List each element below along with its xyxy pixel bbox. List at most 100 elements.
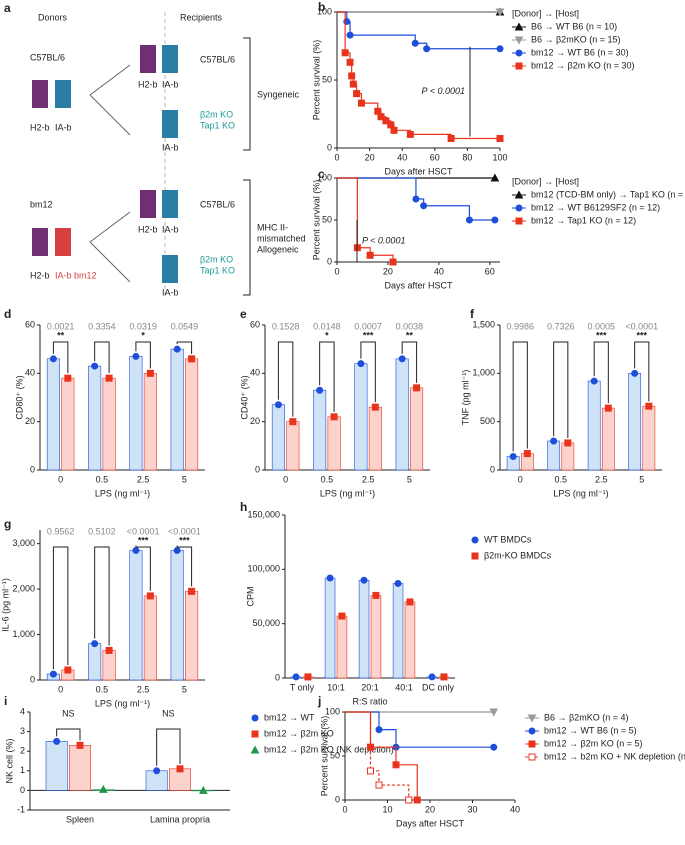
y-tick-label: 4 [20, 706, 25, 716]
marker [372, 591, 380, 599]
legend-title: [Donor] → [Host] [512, 8, 579, 18]
y-tick-label: 100 [317, 172, 332, 182]
bracket [176, 341, 193, 354]
bar [410, 387, 424, 471]
panel-label: h [240, 500, 247, 514]
p-value: 0.9562 [47, 526, 75, 536]
legend-label: bm12 → β2m KO [264, 728, 334, 738]
marker [366, 251, 374, 259]
bracket [56, 728, 81, 741]
marker [251, 730, 259, 738]
y-tick-label: 0 [20, 785, 25, 795]
bracket [593, 341, 609, 404]
chart-b: b 0 50 100 Percent survival (%) Days after HS… [311, 0, 634, 176]
bracket [512, 341, 528, 452]
survival-line [337, 177, 394, 262]
legend-label: bm12 (TCD-BM only) → Tap1 KO (n = 8) [531, 189, 685, 199]
bar [185, 358, 199, 471]
significance: * [325, 330, 329, 340]
y-axis-label: Percent survival (%) [319, 716, 329, 797]
x-tick-label: 100 [492, 152, 507, 162]
bar [129, 550, 143, 681]
bar [336, 615, 348, 679]
receptor [140, 45, 156, 73]
marker [394, 579, 402, 587]
x-axis-label: LPS (ng ml⁻¹) [553, 488, 608, 498]
label: IA-b bm12 [55, 270, 97, 280]
chart-h: h 0 50,000 100,000 150,000 CPM R:S ratio T only… [240, 500, 552, 706]
y-axis-label: Percent survival (%) [311, 180, 321, 261]
label: C57BL/6 [200, 199, 235, 209]
bar [61, 377, 75, 471]
x-axis-label: R:S ratio [352, 696, 387, 706]
bracket [135, 545, 151, 591]
marker [198, 785, 208, 794]
panel-label: c [318, 167, 325, 181]
marker [471, 552, 479, 560]
label: H2-b [30, 122, 50, 132]
legend-label: bm12 → β2m KO (n = 30) [531, 60, 634, 70]
x-tick-label: 0 [283, 474, 288, 484]
bracket [135, 341, 151, 369]
y-axis-label: CD80⁺ (%) [14, 375, 24, 419]
marker [423, 45, 431, 53]
label: β2m KO [200, 254, 233, 264]
marker [528, 753, 536, 761]
x-tick-label: 20 [365, 152, 375, 162]
x-tick-label: 2.5 [362, 474, 375, 484]
bracket [553, 341, 569, 438]
marker [91, 362, 99, 370]
y-tick-label: 50 [330, 750, 340, 760]
marker [495, 8, 505, 17]
x-tick-label: Spleen [66, 814, 94, 824]
bracket [360, 341, 376, 403]
y-tick-label: 50 [322, 214, 332, 224]
marker [514, 190, 524, 199]
y-tick-label: 0 [255, 464, 260, 474]
marker [367, 767, 374, 775]
significance: *** [363, 330, 374, 340]
bar [313, 389, 327, 471]
y-tick-label: 3 [20, 726, 25, 736]
receptor [162, 45, 178, 73]
p-value: 0.0549 [171, 321, 199, 331]
marker [346, 58, 354, 66]
label: Tap1 KO [200, 265, 235, 275]
y-tick-label: 100 [325, 706, 340, 716]
marker [357, 360, 365, 368]
label: β2m KO [200, 109, 233, 119]
panel-a: a Donors Recipients C57BL/6 H2-b IA-b H2-… [4, 1, 306, 297]
bar [642, 405, 656, 471]
label: bm12 [30, 199, 53, 209]
p-value: 0.3354 [88, 321, 116, 331]
marker [496, 134, 504, 142]
y-tick-label: 1,000 [12, 629, 35, 639]
x-tick-label: 2.5 [595, 474, 608, 484]
survival-line [345, 711, 494, 748]
bar [286, 421, 300, 471]
marker [645, 402, 653, 410]
x-tick-label: 0 [334, 152, 339, 162]
bar [143, 373, 157, 471]
marker [377, 113, 385, 121]
y-tick-label: 100 [317, 6, 332, 16]
marker [326, 574, 334, 582]
legend-title: [Donor] → [Host] [512, 176, 579, 186]
marker [490, 743, 498, 751]
bar [102, 650, 116, 681]
bar [324, 577, 336, 679]
chart-d: d 0 20 40 60 CD80⁺ (%) LPS (ng ml⁻¹) 0 0.0021** 0… [4, 307, 205, 498]
receptor [162, 255, 178, 283]
bracket [52, 341, 69, 374]
y-tick-label: 40 [250, 368, 260, 378]
bar [547, 440, 561, 471]
arrow [89, 64, 131, 136]
marker [528, 740, 536, 748]
p-value: <0.0001 [625, 321, 658, 331]
marker [496, 45, 504, 53]
bracket [277, 341, 294, 417]
p-value: 0.0005 [587, 321, 615, 331]
marker [341, 49, 349, 57]
chart-g: g 0 1,000 2,000 3,000 IL-6 (pg ml⁻¹) LPS (ng m… [0, 517, 205, 708]
